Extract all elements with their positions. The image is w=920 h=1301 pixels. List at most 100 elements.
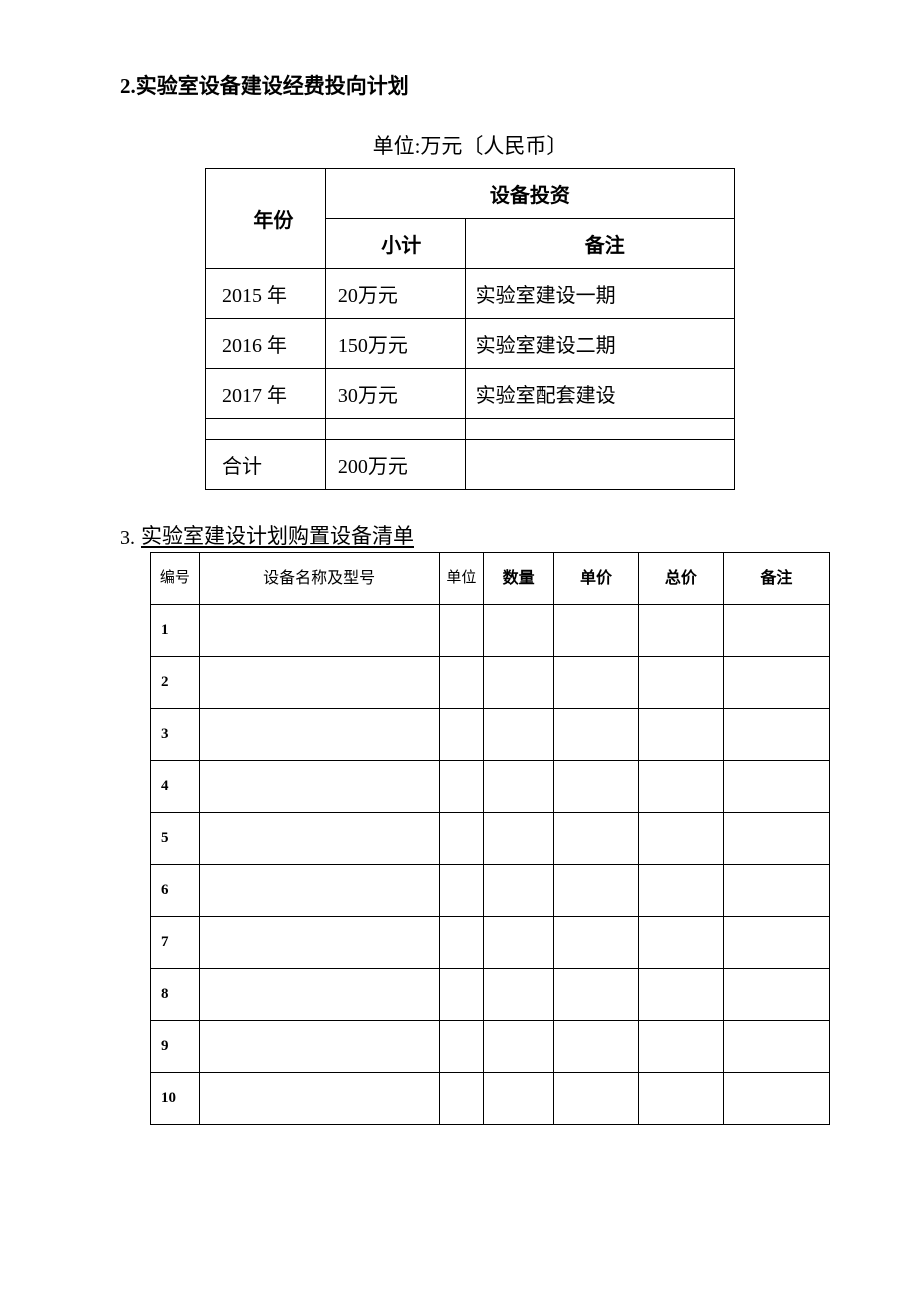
cell-no: 10 [151, 1073, 200, 1125]
investment-row: 2017 年 30万元 实验室配套建设 [206, 369, 735, 419]
cell-no: 6 [151, 865, 200, 917]
cell-equip-notes [723, 605, 829, 657]
cell-equip-notes [723, 657, 829, 709]
equipment-row: 10 [151, 1073, 830, 1125]
cell-unit-price [554, 761, 639, 813]
cell-name [199, 1021, 439, 1073]
cell-notes: 实验室建设一期 [465, 269, 734, 319]
equipment-row: 8 [151, 969, 830, 1021]
cell-unit [439, 1073, 484, 1125]
cell-unit [439, 1021, 484, 1073]
cell-unit [439, 917, 484, 969]
equipment-row: 4 [151, 761, 830, 813]
cell-equip-notes [723, 709, 829, 761]
cell-year: 2015 年 [206, 269, 326, 319]
cell-total-price [639, 1073, 724, 1125]
cell-name [199, 761, 439, 813]
cell-no: 9 [151, 1021, 200, 1073]
cell-notes [465, 419, 734, 440]
cell-equip-notes [723, 761, 829, 813]
cell-unit-price [554, 865, 639, 917]
th-year: 年份 [206, 169, 326, 269]
cell-no: 8 [151, 969, 200, 1021]
investment-total-row: 合计 200万元 [206, 440, 735, 490]
investment-header-row1: 年份 设备投资 [206, 169, 735, 219]
cell-year [206, 419, 326, 440]
cell-equip-notes [723, 1073, 829, 1125]
cell-equip-notes [723, 969, 829, 1021]
cell-notes: 实验室配套建设 [465, 369, 734, 419]
cell-quantity [484, 1021, 554, 1073]
cell-unit-price [554, 813, 639, 865]
cell-unit [439, 709, 484, 761]
cell-unit [439, 813, 484, 865]
th-total-price: 总价 [639, 553, 724, 605]
th-quantity: 数量 [484, 553, 554, 605]
cell-name [199, 969, 439, 1021]
equipment-row: 6 [151, 865, 830, 917]
equipment-row: 3 [151, 709, 830, 761]
cell-total-price [639, 709, 724, 761]
cell-total-price [639, 917, 724, 969]
cell-unit-price [554, 917, 639, 969]
th-no: 编号 [151, 553, 200, 605]
th-equip-notes: 备注 [723, 553, 829, 605]
section2-heading: 2.实验室设备建设经费投向计划 [120, 70, 820, 100]
cell-no: 3 [151, 709, 200, 761]
equipment-row: 1 [151, 605, 830, 657]
cell-quantity [484, 917, 554, 969]
cell-unit-price [554, 1073, 639, 1125]
cell-subtotal: 150万元 [325, 319, 465, 369]
cell-total-notes [465, 440, 734, 490]
cell-year: 2017 年 [206, 369, 326, 419]
cell-unit [439, 969, 484, 1021]
section3-title: 实验室建设计划购置设备清单 [141, 520, 414, 550]
cell-total-price [639, 865, 724, 917]
cell-no: 1 [151, 605, 200, 657]
cell-quantity [484, 761, 554, 813]
cell-notes: 实验室建设二期 [465, 319, 734, 369]
section3-number: 3. [120, 528, 135, 550]
th-subtotal: 小计 [325, 219, 465, 269]
cell-unit-price [554, 1021, 639, 1073]
cell-total-price [639, 761, 724, 813]
cell-name [199, 709, 439, 761]
cell-quantity [484, 1073, 554, 1125]
cell-name [199, 1073, 439, 1125]
cell-unit-price [554, 709, 639, 761]
cell-quantity [484, 813, 554, 865]
th-unit: 单位 [439, 553, 484, 605]
cell-subtotal: 20万元 [325, 269, 465, 319]
cell-unit [439, 657, 484, 709]
cell-unit-price [554, 605, 639, 657]
equipment-row: 9 [151, 1021, 830, 1073]
cell-total-label: 合计 [206, 440, 326, 490]
cell-equip-notes [723, 917, 829, 969]
th-name: 设备名称及型号 [199, 553, 439, 605]
equipment-row: 2 [151, 657, 830, 709]
equipment-row: 5 [151, 813, 830, 865]
cell-equip-notes [723, 865, 829, 917]
cell-total-price [639, 969, 724, 1021]
cell-quantity [484, 657, 554, 709]
cell-quantity [484, 709, 554, 761]
th-unit-price: 单价 [554, 553, 639, 605]
cell-no: 7 [151, 917, 200, 969]
cell-total-price [639, 1021, 724, 1073]
equipment-header-row: 编号 设备名称及型号 单位 数量 单价 总价 备注 [151, 553, 830, 605]
investment-row [206, 419, 735, 440]
cell-name [199, 917, 439, 969]
cell-equip-notes [723, 813, 829, 865]
cell-total-price [639, 813, 724, 865]
equipment-table: 编号 设备名称及型号 单位 数量 单价 总价 备注 1 2 3 4 [150, 552, 830, 1125]
cell-unit [439, 605, 484, 657]
section2-subtitle: 单位:万元〔人民币〕 [120, 130, 820, 160]
cell-name [199, 657, 439, 709]
investment-row: 2015 年 20万元 实验室建设一期 [206, 269, 735, 319]
cell-total-value: 200万元 [325, 440, 465, 490]
cell-year: 2016 年 [206, 319, 326, 369]
cell-equip-notes [723, 1021, 829, 1073]
cell-no: 4 [151, 761, 200, 813]
cell-no: 5 [151, 813, 200, 865]
cell-no: 2 [151, 657, 200, 709]
